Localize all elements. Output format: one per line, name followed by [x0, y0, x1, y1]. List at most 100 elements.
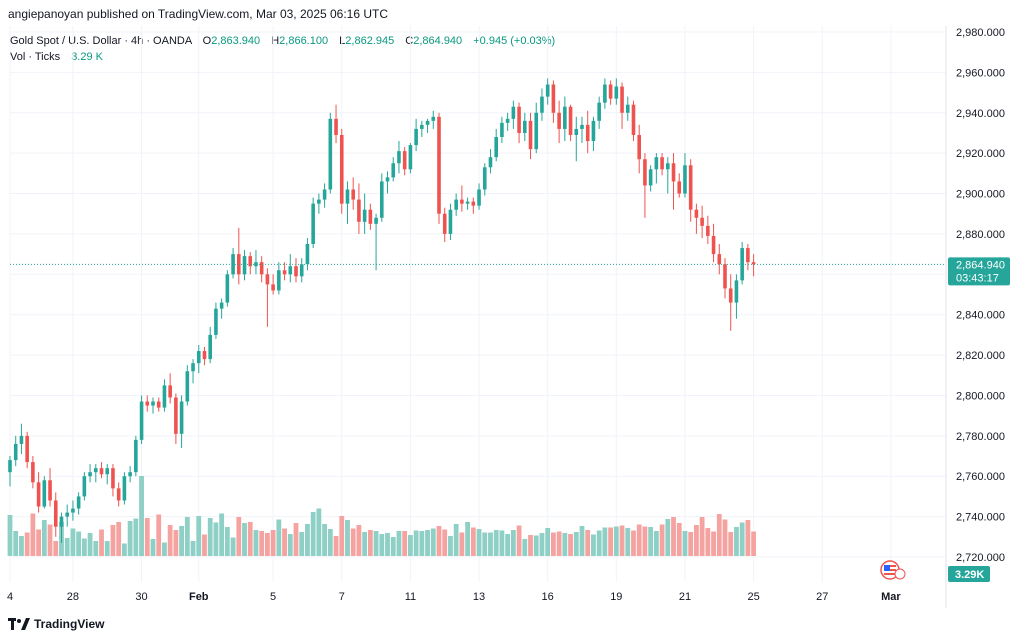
volume-bar	[722, 519, 728, 556]
y-tick-label: 2,780.000	[956, 431, 1005, 443]
candle-body	[311, 203, 315, 245]
volume-bar	[213, 522, 219, 556]
volume-bar	[345, 520, 350, 556]
volume-row: Vol · Ticks 3.29 K	[10, 49, 555, 65]
volume-bar	[390, 537, 396, 556]
x-tick-label: Feb	[189, 591, 209, 603]
candle-body	[460, 199, 464, 204]
candle-body	[134, 439, 138, 473]
candle-body	[711, 235, 716, 255]
volume-bar	[293, 523, 299, 556]
volume-bar	[299, 532, 305, 556]
tradingview-logo-icon	[8, 618, 30, 630]
candle-body	[328, 118, 333, 190]
volume-bar	[734, 527, 739, 556]
volume-bar	[287, 534, 293, 556]
flag-icon[interactable]	[880, 560, 906, 580]
volume-bar	[442, 529, 448, 556]
volume-bar	[613, 526, 619, 556]
symbol-legend: Gold Spot / U.S. Dollar · 4h · OANDA O2,…	[10, 33, 555, 65]
x-tick-label: 25	[747, 591, 759, 603]
volume-bar	[144, 518, 150, 556]
candle-body	[53, 500, 58, 527]
candle-body	[625, 104, 630, 113]
volume-bar	[453, 524, 459, 556]
candle-body	[454, 199, 458, 210]
volume-bar	[362, 532, 368, 556]
volume-bar	[573, 532, 579, 556]
candle-body	[59, 516, 64, 527]
y-tick-label: 2,800.000	[956, 390, 1005, 402]
volume-bar	[30, 513, 36, 556]
volume-bar	[110, 525, 116, 556]
price-chart[interactable]: 2,980.000 2,960.000 2,940.000 2,920.000 2,90…	[0, 26, 1024, 608]
x-tick-label: 11	[405, 591, 416, 603]
candle-body	[391, 163, 396, 178]
volume-bar	[459, 532, 465, 556]
volume-bar	[522, 539, 528, 556]
volume-bar	[219, 513, 225, 556]
candle-body	[717, 254, 722, 265]
price-tag-price: 2,864.940	[956, 259, 1005, 271]
volume-bar	[448, 536, 453, 556]
candle-body	[563, 106, 567, 129]
y-tick-label: 2,960.000	[956, 67, 1005, 79]
volume-bar	[653, 531, 659, 556]
close-label: C	[405, 35, 414, 47]
volume-bar	[699, 517, 705, 556]
candle-body	[76, 496, 81, 509]
volume-bar	[53, 541, 59, 556]
volume-bar	[150, 539, 156, 556]
candle-body	[580, 124, 584, 129]
volume-bar	[516, 525, 522, 556]
candle-body	[408, 145, 413, 170]
candle-body	[294, 266, 298, 277]
volume-bar	[562, 533, 568, 556]
volume-tag: 3.29K	[948, 566, 990, 582]
candle-body	[254, 262, 258, 267]
candle-body	[431, 116, 436, 121]
symbol-title[interactable]: Gold Spot / U.S. Dollar · 4h · OANDA	[10, 35, 192, 47]
volume-bar	[539, 533, 545, 556]
candle-body	[746, 248, 750, 263]
candle-body	[82, 476, 87, 497]
open-value: 2,863.940	[211, 35, 261, 47]
y-tick-label: 2,760.000	[956, 471, 1005, 483]
volume-bar	[545, 528, 551, 556]
volume-bar	[19, 536, 24, 556]
candle-body	[282, 270, 287, 275]
volume-bar	[190, 541, 196, 556]
volume-bar	[379, 534, 385, 556]
x-tick-label: 4	[7, 591, 13, 603]
volume-bar	[648, 527, 654, 556]
volume-bar	[636, 524, 642, 556]
candle-body	[368, 209, 373, 224]
volume-bar	[585, 530, 591, 556]
volume-bar	[419, 531, 425, 556]
price-axis[interactable]: 2,980.000 2,960.000 2,940.000 2,920.000 2,90…	[956, 27, 1005, 564]
candle-body	[196, 351, 201, 364]
volume-bar	[528, 535, 533, 556]
volume-bar	[247, 522, 253, 556]
time-axis[interactable]: 4 28 30 Feb 5 7 11 13 16 19 21 25 27 Mar	[7, 591, 901, 603]
volume-bar	[327, 529, 333, 556]
candle-body	[185, 371, 190, 402]
volume-bar	[591, 534, 596, 556]
candle-body	[694, 209, 699, 218]
volume-bar	[659, 524, 665, 556]
candle-body	[414, 128, 418, 146]
tradingview-brand[interactable]: TradingView	[8, 617, 104, 631]
candle-body	[357, 199, 361, 222]
volume-bar	[751, 531, 756, 556]
candle-body	[477, 189, 481, 206]
volume-bar	[705, 528, 711, 556]
candle-body	[637, 134, 641, 160]
volume-bar	[493, 530, 499, 556]
volume-label[interactable]: Vol · Ticks	[10, 51, 61, 63]
y-tick-label: 2,900.000	[956, 189, 1005, 201]
candle-body	[19, 435, 24, 444]
x-tick-label: 21	[679, 591, 691, 603]
volume-bar	[167, 525, 173, 556]
volume-bar	[282, 528, 287, 556]
volume-bar	[87, 533, 93, 556]
